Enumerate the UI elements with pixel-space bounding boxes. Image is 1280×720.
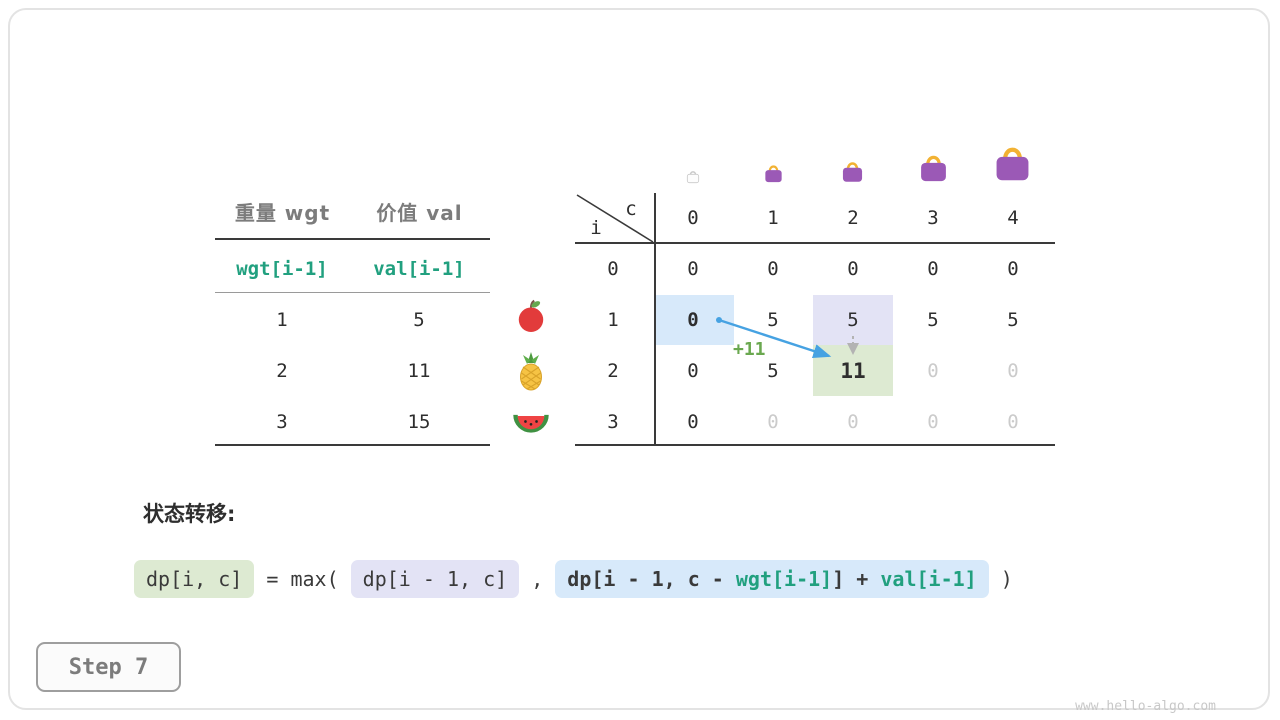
watermark: www.hello-algo.com <box>1075 699 1216 714</box>
dp-table-vertical-border <box>654 193 656 445</box>
items-value-header: 价值 val <box>376 200 463 225</box>
apple-icon <box>514 299 548 333</box>
bag-capacity-2-icon <box>839 157 866 188</box>
dp-cell-r3-c1: 0 <box>767 411 779 433</box>
dp-cell-r0-c2: 0 <box>847 258 859 280</box>
dp-cell-r1-c3: 5 <box>927 309 939 331</box>
dp-cell-r2-c0: 0 <box>687 360 699 382</box>
term-dp-take-p1: dp[i - 1, c - <box>567 567 736 591</box>
dp-corner-row-label: i <box>590 217 602 239</box>
dp-cell-r2-c1: 5 <box>767 360 779 382</box>
dp-cell-r0-c0: 0 <box>687 258 699 280</box>
bag-capacity-3-icon <box>916 149 951 188</box>
term-dp-keep-text: dp[i - 1, c] <box>362 567 508 591</box>
dp-cell-r2-c3: 0 <box>927 360 939 382</box>
dp-cell-r1-c1: 5 <box>767 309 779 331</box>
dp-row-header-1: 1 <box>607 309 619 331</box>
dp-col-header-0: 0 <box>687 207 699 229</box>
bag-capacity-4-icon <box>990 139 1035 188</box>
dp-col-header-1: 1 <box>767 207 779 229</box>
step-badge-label: Step 7 <box>68 654 149 680</box>
term-dp-current: dp[i, c] <box>134 560 255 598</box>
item-3-weight: 3 <box>276 411 288 433</box>
term-dp-take-wgt: wgt[i-1] <box>735 567 833 591</box>
formula-close-paren: ) <box>988 567 1013 591</box>
bag-capacity-1-icon <box>762 161 785 188</box>
item-1-weight: 1 <box>276 309 288 331</box>
item-3-value: 15 <box>407 411 431 433</box>
dp-col-header-3: 3 <box>927 207 939 229</box>
item-2-value: 11 <box>407 360 431 382</box>
term-dp-take-p2: ] + <box>832 567 881 591</box>
dp-row-header-2: 2 <box>607 360 619 382</box>
dp-cell-r3-c2: 0 <box>847 411 859 433</box>
formula-comma: , <box>519 567 556 591</box>
dp-cell-r0-c1: 0 <box>767 258 779 280</box>
dp-cell-r3-c0: 0 <box>687 411 699 433</box>
dp-cell-r2-c4: 0 <box>1007 360 1019 382</box>
formula-equals-max: = max( <box>254 567 351 591</box>
items-table-bottom-border <box>215 444 490 446</box>
step-badge: Step 7 <box>36 642 181 692</box>
item-2-weight: 2 <box>276 360 288 382</box>
item-1-value: 5 <box>413 309 425 331</box>
dp-cell-r1-c2: 5 <box>847 309 859 331</box>
transition-title: 状态转移: <box>143 502 236 526</box>
dp-cell-r1-c4: 5 <box>1007 309 1019 331</box>
figure-card <box>8 8 1270 710</box>
items-wgt-formula: wgt[i-1] <box>236 258 328 280</box>
dp-cell-r3-c3: 0 <box>927 411 939 433</box>
watermelon-icon <box>513 406 549 437</box>
items-val-formula: val[i-1] <box>373 258 465 280</box>
items-weight-header: 重量 wgt <box>234 200 331 225</box>
dp-corner-col-label: c <box>625 198 637 220</box>
dp-col-header-2: 2 <box>847 207 859 229</box>
dp-cell-r0-c3: 0 <box>927 258 939 280</box>
term-dp-take: dp[i - 1, c - wgt[i-1]] + val[i-1] <box>555 560 989 598</box>
items-table-mid-border <box>215 292 490 293</box>
dp-table-header-border <box>575 242 1055 244</box>
items-table-top-border <box>215 238 490 240</box>
dp-table-bottom-border <box>575 444 1055 446</box>
term-dp-current-text: dp[i, c] <box>146 567 243 591</box>
dp-row-header-0: 0 <box>607 258 619 280</box>
pineapple-icon <box>515 350 547 392</box>
dp-col-header-4: 4 <box>1007 207 1019 229</box>
dp-cell-r0-c4: 0 <box>1007 258 1019 280</box>
term-dp-take-val: val[i-1] <box>880 567 977 591</box>
dp-cell-r1-c0: 0 <box>687 309 699 331</box>
transition-formula: dp[i, c] = max( dp[i - 1, c] , dp[i - 1,… <box>134 560 1013 598</box>
dp-row-header-3: 3 <box>607 411 619 433</box>
bag-capacity-0-icon <box>685 168 701 188</box>
dp-cell-r3-c4: 0 <box>1007 411 1019 433</box>
term-dp-keep: dp[i - 1, c] <box>350 560 520 598</box>
arrow-value-label: +11 <box>733 339 766 360</box>
dp-cell-r2-c2: 11 <box>840 359 866 383</box>
